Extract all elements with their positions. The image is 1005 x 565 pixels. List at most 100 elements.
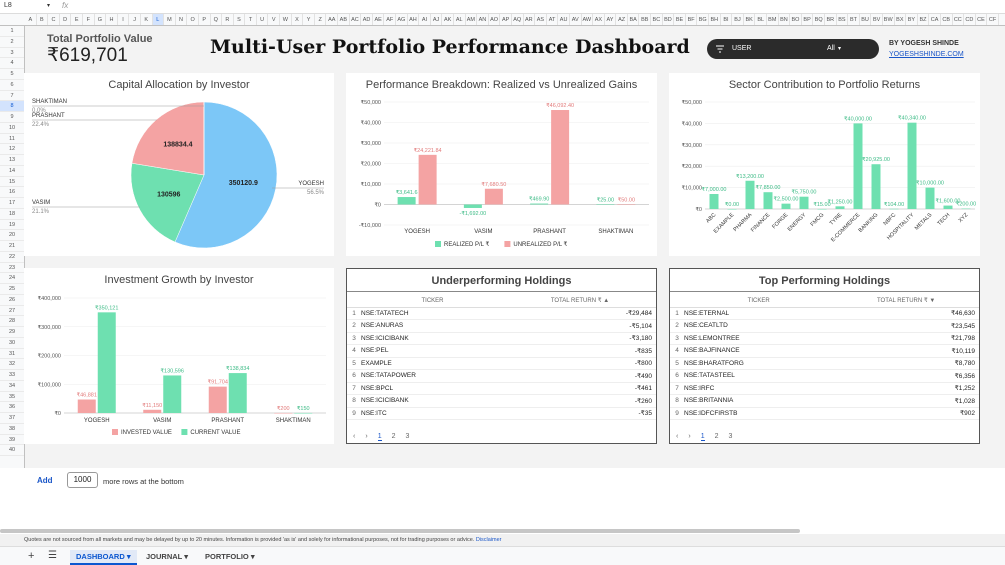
row-header[interactable]: 34 (0, 381, 24, 392)
column-header[interactable]: BN (779, 14, 791, 25)
row-header[interactable]: 37 (0, 413, 24, 424)
column-header[interactable]: AC (350, 14, 362, 25)
column-header[interactable]: AR (524, 14, 536, 25)
column-header[interactable]: CD (964, 14, 976, 25)
row-header[interactable]: 32 (0, 359, 24, 370)
row-header[interactable]: 6 (0, 80, 24, 91)
page-number[interactable]: 3 (405, 433, 410, 440)
column-header[interactable]: Z (315, 14, 327, 25)
col-ticker[interactable]: TICKER (684, 295, 834, 308)
row-header[interactable]: 23 (0, 263, 24, 274)
column-header[interactable]: AZ (616, 14, 628, 25)
column-header[interactable]: AF (384, 14, 396, 25)
column-header[interactable]: F (83, 14, 95, 25)
column-header[interactable]: BX (895, 14, 907, 25)
col-ticker[interactable]: TICKER (361, 295, 505, 308)
prev-page-icon[interactable]: ‹ (353, 433, 356, 440)
user-filter[interactable]: USER All ▾ (707, 39, 879, 59)
horizontal-scrollbar[interactable] (0, 529, 800, 533)
column-header[interactable]: I (118, 14, 130, 25)
tab-journal[interactable]: JOURNAL ▾ (140, 550, 194, 563)
row-header[interactable]: 25 (0, 284, 24, 295)
row-header[interactable]: 40 (0, 445, 24, 456)
column-header[interactable]: AB (338, 14, 350, 25)
column-header[interactable]: AT (547, 14, 559, 25)
table-row[interactable]: 5 EXAMPLE -₹800 (347, 357, 656, 370)
table-row[interactable]: 7 NSE:BPCL -₹461 (347, 382, 656, 395)
column-header[interactable]: AE (373, 14, 385, 25)
row-header[interactable]: 35 (0, 392, 24, 403)
row-header[interactable]: 19 (0, 220, 24, 231)
column-header[interactable]: G (95, 14, 107, 25)
column-header[interactable]: J (129, 14, 141, 25)
column-header[interactable]: AS (535, 14, 547, 25)
column-header[interactable]: AU (558, 14, 570, 25)
column-header[interactable]: AL (454, 14, 466, 25)
column-header[interactable]: BU (860, 14, 872, 25)
column-header[interactable]: C (48, 14, 60, 25)
row-header[interactable]: 22 (0, 252, 24, 263)
row-header[interactable]: 11 (0, 134, 24, 145)
column-header[interactable]: CA (929, 14, 941, 25)
table-row[interactable]: 1 NSE:ETERNAL ₹46,630 (670, 307, 979, 320)
row-header[interactable]: 5 (0, 69, 24, 80)
tab-portfolio[interactable]: PORTFOLIO ▾ (199, 550, 261, 563)
filter-value[interactable]: All (827, 45, 835, 52)
column-header[interactable]: BS (837, 14, 849, 25)
column-header[interactable]: D (60, 14, 72, 25)
row-header[interactable]: 39 (0, 435, 24, 446)
add-sheet-icon[interactable]: + (28, 550, 35, 562)
column-header[interactable]: P (199, 14, 211, 25)
table-row[interactable]: 2 NSE:ANURAS -₹5,104 (347, 319, 656, 333)
table-row[interactable]: 6 NSE:TATAPOWER -₹490 (347, 369, 656, 383)
column-header[interactable]: L (152, 14, 165, 25)
col-return[interactable]: TOTAL RETURN ₹ ▲ (504, 295, 656, 308)
row-header[interactable]: 27 (0, 306, 24, 317)
table-row[interactable]: 7 NSE:IRFC ₹1,252 (670, 382, 979, 395)
column-header[interactable]: U (257, 14, 269, 25)
column-header[interactable]: AW (582, 14, 594, 25)
author-link[interactable]: YOGESHSHINDE.COM (889, 51, 964, 58)
table-row[interactable]: 5 NSE:BHARATFORG ₹8,780 (670, 357, 979, 370)
row-header[interactable]: 36 (0, 402, 24, 413)
column-header[interactable]: H (106, 14, 118, 25)
column-header[interactable]: BC (651, 14, 663, 25)
row-header[interactable]: 7 (0, 91, 24, 102)
column-header[interactable]: BQ (813, 14, 825, 25)
add-rows-button[interactable]: Add (37, 476, 53, 485)
add-rows-count-input[interactable]: 1000 (67, 472, 98, 488)
row-header[interactable]: 28 (0, 316, 24, 327)
column-header[interactable]: CB (941, 14, 953, 25)
name-box[interactable]: L8 ▾ (4, 2, 50, 9)
row-header[interactable]: 29 (0, 327, 24, 338)
column-header[interactable]: BH (709, 14, 721, 25)
column-header[interactable]: AM (466, 14, 478, 25)
column-header[interactable]: A (25, 14, 37, 25)
row-header[interactable]: 4 (0, 58, 24, 69)
column-header[interactable]: AG (396, 14, 408, 25)
next-page-icon[interactable]: › (688, 433, 691, 440)
column-header[interactable]: AI (419, 14, 431, 25)
column-header[interactable]: BB (639, 14, 652, 25)
table-row[interactable]: 3 NSE:LEMONTREE ₹21,798 (670, 332, 979, 345)
column-header[interactable]: BM (767, 14, 779, 25)
row-header[interactable]: 30 (0, 338, 24, 349)
table-row[interactable]: 4 NSE:PEL -₹835 (347, 344, 656, 358)
column-header[interactable]: AY (605, 14, 617, 25)
column-header[interactable]: CF (987, 14, 999, 25)
row-header[interactable]: 13 (0, 155, 24, 166)
column-header[interactable]: BD (663, 14, 675, 25)
row-header[interactable]: 1 (0, 26, 24, 37)
column-header[interactable]: BA (628, 14, 640, 25)
table-row[interactable]: 9 NSE:IDFCFIRSTB ₹902 (670, 407, 979, 420)
column-header[interactable]: AV (570, 14, 582, 25)
column-header[interactable]: AD (361, 14, 373, 25)
column-header[interactable]: B (37, 14, 49, 25)
column-header[interactable]: Y (303, 14, 315, 25)
column-header[interactable]: AO (489, 14, 501, 25)
table-row[interactable]: 8 NSE:BRITANNIA ₹1,028 (670, 394, 979, 408)
row-header[interactable]: 20 (0, 230, 24, 241)
prev-page-icon[interactable]: ‹ (676, 433, 679, 440)
row-header[interactable]: 18 (0, 209, 24, 220)
page-number[interactable]: 3 (728, 433, 733, 440)
